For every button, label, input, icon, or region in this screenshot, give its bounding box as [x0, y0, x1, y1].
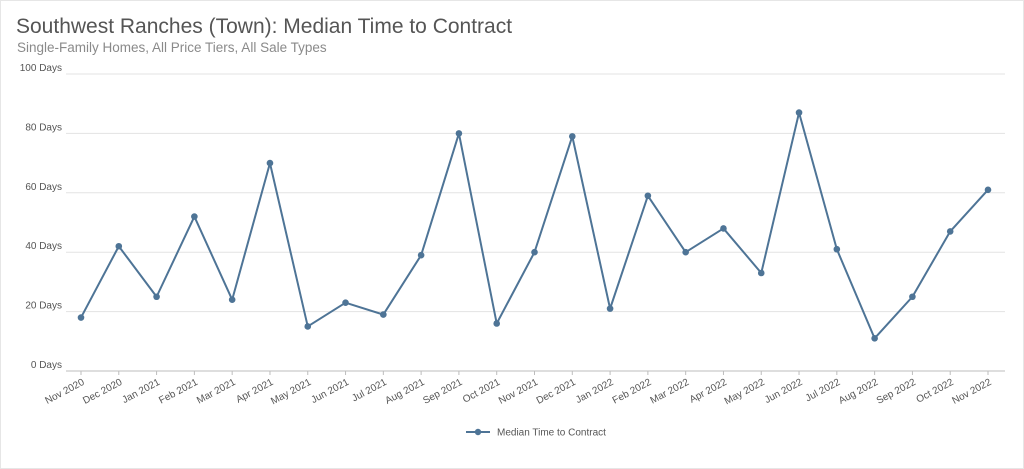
data-point-jul-2022[interactable] — [833, 245, 841, 253]
data-point-mar-2022[interactable] — [682, 248, 689, 256]
x-tick-label: Oct 2021 — [461, 377, 502, 406]
x-tick-label: Jul 2021 — [350, 377, 389, 405]
data-point-may-2022[interactable] — [757, 269, 765, 277]
y-tick-label: 80 Days — [25, 122, 62, 133]
data-point-feb-2022[interactable] — [644, 192, 652, 200]
x-tick-label: Apr 2021 — [234, 377, 275, 406]
y-tick-label: 0 Days — [31, 360, 62, 371]
data-point-jun-2021[interactable] — [342, 299, 349, 306]
data-point-jan-2021[interactable] — [153, 293, 160, 301]
data-point-sep-2022[interactable] — [909, 293, 916, 301]
x-tick-label: Aug 2022 — [837, 377, 880, 407]
y-axis: 0 Days 20 Days 40 Days 60 Days 80 Days 100 Da… — [20, 63, 62, 371]
data-point-apr-2021[interactable] — [266, 159, 274, 167]
x-tick-label: Dec 2021 — [535, 377, 578, 407]
y-tick-label: 40 Days — [25, 241, 62, 252]
x-tick-label: Aug 2021 — [384, 377, 427, 407]
x-tick-label: Sep 2022 — [875, 377, 918, 407]
data-point-mar-2021[interactable] — [228, 296, 236, 304]
legend-dot-marker — [474, 428, 482, 436]
x-tick-label: May 2022 — [723, 377, 767, 408]
data-point-jan-2022[interactable] — [606, 305, 614, 312]
x-tick-label: Jun 2021 — [309, 377, 351, 406]
chart-subtitle: Single-Family Homes, All Price Tiers, Al… — [17, 40, 327, 55]
series-median-time — [77, 109, 992, 342]
data-point-dec-2020[interactable] — [115, 242, 123, 250]
data-point-jul-2021[interactable] — [380, 311, 387, 318]
data-point-jun-2022[interactable] — [795, 109, 803, 116]
x-tick-label: Sep 2021 — [421, 377, 464, 407]
x-tick-label: Mar 2021 — [195, 377, 238, 407]
y-tick-label: 60 Days — [25, 182, 62, 193]
data-point-feb-2021[interactable] — [191, 213, 198, 220]
x-tick-label: Nov 2021 — [497, 377, 540, 407]
x-tick-label: Feb 2022 — [611, 377, 654, 407]
x-tick-label: Apr 2022 — [688, 377, 729, 406]
x-tick-label: May 2021 — [269, 377, 313, 408]
x-tick-label: Nov 2022 — [950, 377, 993, 407]
data-point-nov-2020[interactable] — [77, 314, 85, 321]
legend-label: Median Time to Contract — [497, 428, 606, 439]
x-tick-label: Oct 2022 — [915, 377, 956, 406]
x-tick-label: Jan 2021 — [120, 377, 162, 406]
x-tick-label: Nov 2020 — [43, 377, 86, 407]
data-point-nov-2022[interactable] — [984, 186, 992, 194]
x-tick-label: Jun 2022 — [763, 377, 805, 406]
x-tick-label: Feb 2021 — [157, 377, 200, 407]
chart-title: Southwest Ranches (Town): Median Time to… — [16, 15, 513, 38]
data-point-may-2021[interactable] — [304, 323, 312, 330]
data-point-apr-2022[interactable] — [720, 225, 727, 232]
series-line — [80, 111, 989, 340]
data-point-aug-2022[interactable] — [871, 335, 878, 342]
gridlines — [66, 73, 1005, 372]
x-tick-label: Jul 2022 — [804, 377, 843, 405]
data-point-oct-2022[interactable] — [946, 228, 954, 235]
y-tick-label: 20 Days — [25, 301, 62, 312]
data-point-sep-2021[interactable] — [455, 130, 463, 137]
data-point-dec-2021[interactable] — [568, 133, 576, 140]
x-tick-label: Mar 2022 — [649, 377, 692, 407]
data-point-oct-2021[interactable] — [493, 320, 501, 327]
data-point-nov-2021[interactable] — [531, 248, 538, 256]
legend[interactable]: Median Time to Contract — [466, 428, 606, 439]
x-tick-label: Dec 2020 — [81, 377, 124, 407]
x-tick-label: Jan 2022 — [574, 377, 616, 406]
data-point-aug-2021[interactable] — [417, 251, 425, 259]
y-tick-label: 100 Days — [20, 63, 62, 74]
